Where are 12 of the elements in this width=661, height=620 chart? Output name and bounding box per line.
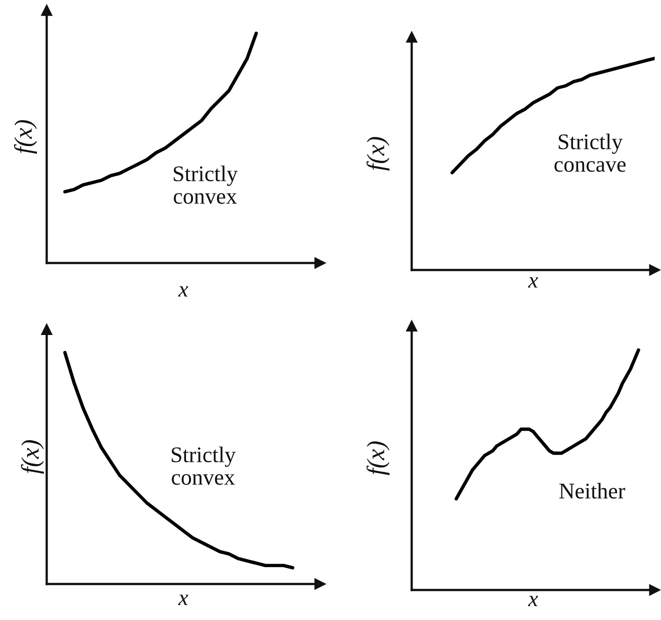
- annotation: Neither: [559, 482, 626, 499]
- annotation: Strictly convex: [172, 446, 236, 485]
- y-axis-title: f(x): [366, 136, 390, 171]
- y-axis-title: f(x): [366, 441, 390, 476]
- x-axis-title: x: [178, 286, 188, 296]
- y-axis-title: f(x): [20, 440, 44, 474]
- y-axis-title: f(x): [14, 120, 37, 154]
- annotation: Strictly convex: [174, 166, 238, 204]
- x-axis-title: x: [528, 277, 538, 288]
- x-axis-title: x: [178, 594, 188, 605]
- x-axis-title: x: [528, 596, 538, 606]
- annotation: Strictly concave: [554, 134, 626, 172]
